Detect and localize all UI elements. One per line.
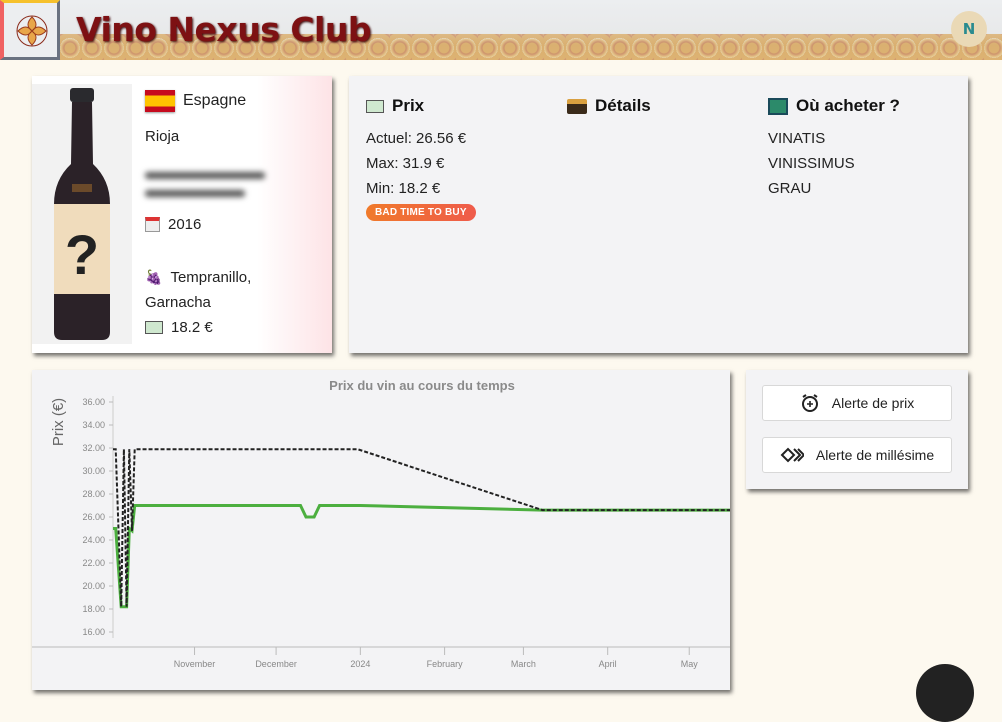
shop-link[interactable]: VINATIS	[768, 130, 826, 147]
max-price-line	[113, 448, 730, 607]
price-info-card: Prix Actuel: 26.56 € Max: 31.9 € Min: 18…	[349, 76, 968, 353]
chart-title: Prix du vin au cours du temps	[329, 378, 515, 393]
grapes-line2: Garnacha	[145, 294, 211, 311]
x-tick-label: March	[511, 659, 536, 669]
price-chart-card: Prix du vin au cours du temps Prix (€) 1…	[32, 370, 730, 690]
vintage-alert-button[interactable]: Alerte de millésime	[762, 437, 952, 473]
buy-status-badge: BAD TIME TO BUY	[366, 204, 476, 221]
x-tick-label: December	[255, 659, 297, 669]
header: Vino Nexus Club N	[0, 0, 1002, 60]
grapes-icon: 🍇	[145, 269, 163, 285]
user-avatar[interactable]: N	[951, 11, 987, 47]
wine-bottle-image: ?	[32, 84, 132, 344]
x-tick-label: April	[599, 659, 617, 669]
y-tick-label: 26.00	[82, 512, 105, 522]
box-icon	[567, 98, 587, 114]
price-alert-label: Alerte de prix	[831, 395, 915, 411]
shop-link[interactable]: VINISSIMUS	[768, 155, 855, 172]
x-tick-label: 2024	[350, 659, 370, 669]
grapes-banner	[60, 34, 1002, 60]
chevrons-diamond-icon	[780, 447, 804, 463]
redacted-name	[145, 172, 265, 179]
where-title: Où acheter ?	[796, 96, 900, 115]
grapes-line1: Tempranillo,	[170, 269, 252, 286]
redacted-name	[145, 190, 245, 197]
price-title: Prix	[392, 96, 425, 115]
logo-button[interactable]	[0, 0, 60, 60]
shop-link[interactable]: GRAU	[768, 180, 812, 197]
y-tick-label: 22.00	[82, 558, 105, 568]
price-current: Actuel: 26.56 €	[366, 130, 467, 147]
y-tick-label: 30.00	[82, 466, 105, 476]
money-icon	[366, 99, 384, 113]
wine-price: 18.2 €	[171, 319, 213, 336]
region: Rioja	[145, 128, 180, 145]
details-column: Détails	[567, 96, 651, 126]
y-tick-label: 28.00	[82, 489, 105, 499]
y-tick-label: 18.00	[82, 604, 105, 614]
y-tick-label: 32.00	[82, 443, 105, 453]
spain-flag-icon	[145, 90, 175, 112]
brand-title: Vino Nexus Club	[76, 10, 371, 49]
alarm-clock-icon	[801, 394, 818, 412]
floating-action-button[interactable]	[916, 664, 974, 722]
x-tick-label: May	[681, 659, 699, 669]
x-tick-label: November	[174, 659, 216, 669]
y-tick-label: 36.00	[82, 397, 105, 407]
where-column: Où acheter ? VINATIS VINISSIMUS GRAU	[768, 96, 900, 201]
vintage-alert-label: Alerte de millésime	[815, 447, 935, 463]
price-chart: Prix du vin au cours du temps Prix (€) 1…	[32, 378, 730, 669]
x-tick-label: February	[427, 659, 464, 669]
wine-card: ? Espagne Rioja 2016 🍇 Tempranillo, Garna…	[32, 76, 332, 353]
price-min: Min: 18.2 €	[366, 180, 441, 197]
y-tick-label: 34.00	[82, 420, 105, 430]
details-title: Détails	[595, 96, 651, 115]
calendar-icon	[145, 217, 160, 232]
price-column: Prix Actuel: 26.56 € Max: 31.9 € Min: 18…	[366, 96, 476, 221]
y-tick-label: 24.00	[82, 535, 105, 545]
y-tick-label: 16.00	[82, 627, 105, 637]
y-tick-label: 20.00	[82, 581, 105, 591]
flower-logo-icon	[16, 15, 48, 47]
bottle-label-mark: ?	[65, 223, 99, 286]
price-alert-button[interactable]: Alerte de prix	[762, 385, 952, 421]
price-max: Max: 31.9 €	[366, 155, 445, 172]
vintage: 2016	[168, 216, 202, 233]
alerts-card: Alerte de prix Alerte de millésime	[746, 370, 968, 489]
map-icon	[768, 97, 788, 115]
y-axis-label: Prix (€)	[50, 398, 67, 446]
money-icon	[145, 321, 163, 334]
country: Espagne	[183, 92, 247, 109]
price-line	[113, 504, 730, 609]
